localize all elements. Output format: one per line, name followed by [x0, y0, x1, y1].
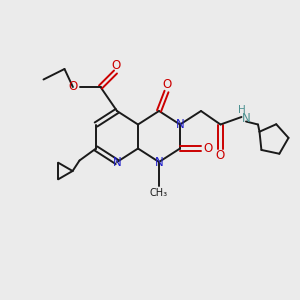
- Text: N: N: [176, 118, 184, 131]
- Text: N: N: [112, 155, 122, 169]
- Text: O: O: [68, 80, 77, 94]
- Text: H: H: [238, 105, 245, 116]
- Text: N: N: [154, 155, 164, 169]
- Text: O: O: [203, 142, 212, 155]
- Text: CH₃: CH₃: [150, 188, 168, 198]
- Text: O: O: [112, 59, 121, 72]
- Text: N: N: [242, 112, 250, 125]
- Text: O: O: [163, 78, 172, 92]
- Text: O: O: [216, 148, 225, 162]
